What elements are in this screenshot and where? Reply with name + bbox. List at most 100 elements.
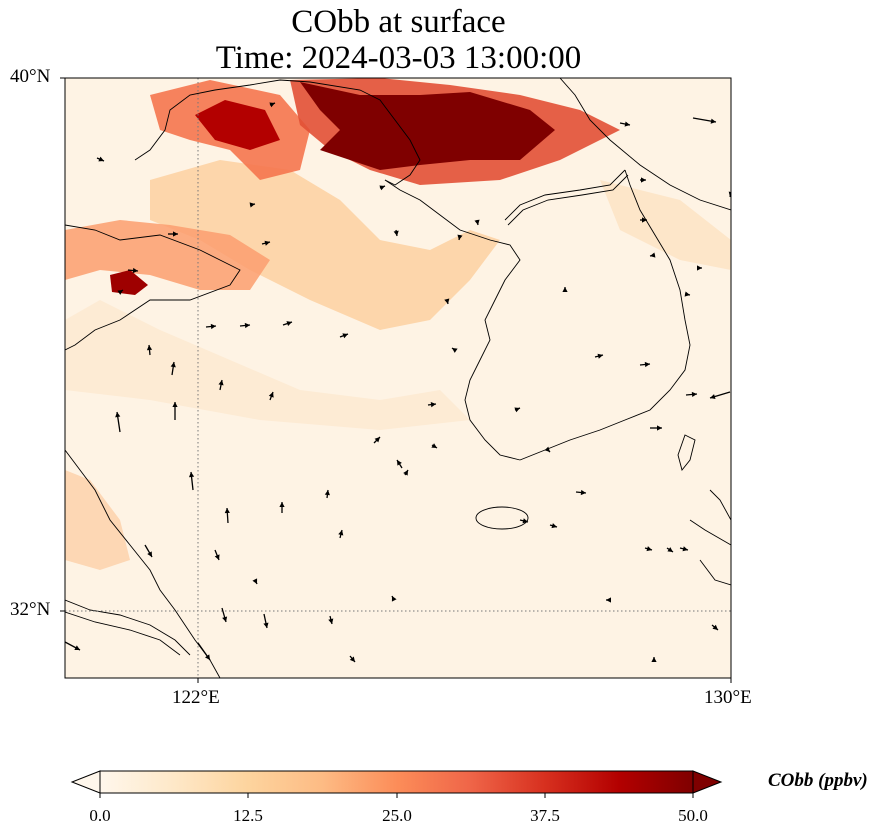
plume-south-coast <box>65 470 130 570</box>
wind-arrow-head <box>328 618 334 624</box>
wind-arrow-head <box>210 323 216 330</box>
wind-arrow-head <box>379 185 385 191</box>
border-korea-dmz-2 <box>507 174 629 226</box>
wind-arrow-head <box>264 240 270 246</box>
coastline-korea-west <box>384 179 521 461</box>
wind-arrow-head <box>286 321 292 327</box>
plume-yellow-sea-band <box>150 160 500 330</box>
wind-arrow-head <box>244 322 250 329</box>
plume-faint-south <box>65 300 470 430</box>
wind-arrow-head <box>710 394 716 400</box>
wind-arrow-head <box>249 202 255 208</box>
wind-arrow-head <box>444 298 450 304</box>
map-subtitle-time: Time: 2024-03-03 13:00:00 <box>215 40 582 76</box>
map-frame <box>64 77 732 679</box>
lat-label-40n: 40°N <box>10 66 51 87</box>
colorbar-tick-label-1: 12.5 <box>233 806 263 825</box>
japan-tsushima <box>677 434 696 471</box>
japan-kyushu <box>689 489 731 586</box>
wind-arrow-head <box>682 546 688 552</box>
colorbar-extend-min <box>70 770 101 794</box>
wind-arrow-head <box>338 530 344 536</box>
wind-arrow-head <box>391 596 397 602</box>
lat-label-32n: 32°N <box>10 599 51 620</box>
coastline-korea-south <box>519 169 691 461</box>
wind-arrow-head <box>403 470 408 476</box>
wind-arrow-head <box>324 490 330 496</box>
wind-arrow-head <box>457 234 463 240</box>
wind-arrow-head <box>269 102 275 108</box>
wind-arrow-head <box>697 265 702 271</box>
wind-arrow-head <box>214 554 220 560</box>
wind-arrow-head <box>263 622 269 628</box>
wind-arrow-head <box>132 267 138 274</box>
wind-arrow-head <box>712 624 718 630</box>
plume-hotspot <box>110 270 148 295</box>
coastline-china-north <box>65 224 241 351</box>
wind-arrow-head <box>222 616 228 622</box>
coastline-liaoning <box>134 79 421 186</box>
colorbar-gradient <box>100 771 693 793</box>
wind-arrow-head <box>342 333 348 339</box>
wind-arrow-head <box>641 177 646 183</box>
colorbar-tick-label-3: 37.5 <box>530 806 560 825</box>
wind-arrow-head <box>606 597 611 603</box>
jeju-island <box>475 506 529 530</box>
plume-shandong-band <box>65 220 270 290</box>
yangtze-estuary <box>65 599 191 656</box>
wind-arrow-head <box>597 353 603 359</box>
wind-arrow-head <box>710 118 716 124</box>
wind-arrow-head <box>431 443 437 448</box>
wind-arrow-head <box>651 657 657 662</box>
colorbar-tick-label-2: 25.0 <box>382 806 412 825</box>
plume-core <box>300 82 555 170</box>
wind-arrow-head <box>657 425 662 431</box>
wind-arrow-head <box>522 518 528 524</box>
wind-arrow-head <box>188 472 195 478</box>
colorbar-tick-label-0: 0.0 <box>89 806 111 825</box>
wind-arrow-head <box>430 402 436 408</box>
wind-arrow-head <box>551 523 557 529</box>
axis-ticks <box>60 77 732 683</box>
wind-arrow-head <box>580 489 586 496</box>
wind-arrow-head <box>98 156 104 162</box>
wind-arrow-head <box>279 502 285 507</box>
lon-label-122e: 122°E <box>172 687 220 708</box>
wind-arrow-head <box>650 252 656 258</box>
wind-arrow-head <box>667 547 673 552</box>
lon-label-130e: 130°E <box>704 687 752 708</box>
wind-arrow-head <box>252 578 258 584</box>
yangtze-estuary-2 <box>65 611 181 656</box>
wind-arrow-head <box>146 345 153 351</box>
gridlines <box>65 78 731 678</box>
wind-arrow-head <box>544 446 550 452</box>
coastline-korea-northeast <box>559 78 731 211</box>
plume-east-faint <box>600 180 731 270</box>
wind-arrow-head <box>204 654 210 660</box>
colorbar-tick-label-4: 50.0 <box>678 806 708 825</box>
wind-arrow-head <box>115 412 121 418</box>
colorbar <box>70 770 723 798</box>
wind-arrow-head <box>452 348 458 353</box>
wind-arrow-head <box>224 508 230 514</box>
wind-arrow-head <box>147 551 152 557</box>
wind-arrow-head <box>218 380 224 386</box>
wind-arrow-head <box>173 231 178 237</box>
wind-arrow-head <box>74 645 80 650</box>
wind-arrow-head <box>268 392 274 398</box>
wind-arrow-head <box>684 291 690 297</box>
wind-arrow-head <box>117 290 123 295</box>
map-panel <box>65 78 731 678</box>
map-title: CObb at surface <box>291 4 506 40</box>
wind-arrow-head <box>642 217 647 223</box>
wind-arrow-head <box>728 191 731 197</box>
wind-arrow-head <box>170 362 176 368</box>
colorbar-label: CObb (ppbv) <box>768 770 868 791</box>
wind-arrow-head <box>514 407 520 413</box>
wind-vectors <box>65 102 731 663</box>
plume-bohai-core <box>195 100 280 150</box>
wind-arrow-head <box>349 656 355 662</box>
wind-arrow-head <box>646 546 652 552</box>
wind-arrow-head <box>172 402 178 407</box>
